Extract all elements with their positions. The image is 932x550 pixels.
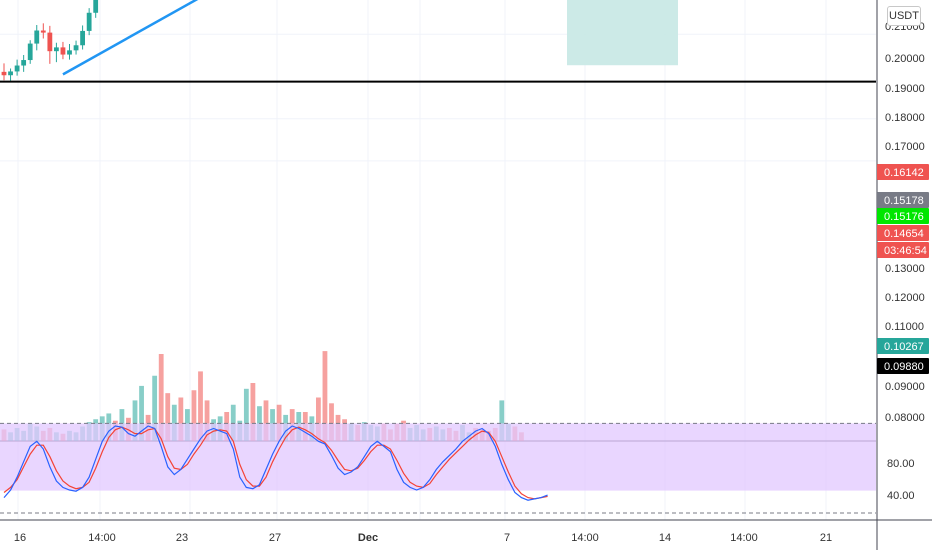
take-profit-zone xyxy=(567,0,678,66)
candle-body xyxy=(60,47,66,55)
prev-close-tag: 0.14654 xyxy=(884,228,924,240)
candle-body xyxy=(73,45,79,51)
currency-badge[interactable]: USDT xyxy=(887,6,921,26)
price-axis-label: 0.11000 xyxy=(885,321,924,333)
candle-body xyxy=(47,32,53,52)
stop-loss-tag-bg xyxy=(877,164,929,180)
price-axis-label: 0.08000 xyxy=(885,412,925,424)
price-axis-label: 0.13000 xyxy=(885,263,925,275)
time-axis-label: 21 xyxy=(820,532,832,544)
price-axis-label: 0.09000 xyxy=(885,381,925,393)
volume-bar xyxy=(139,385,144,441)
support-tag: 0.09880 xyxy=(884,361,924,373)
time-axis-label: 14:00 xyxy=(571,532,599,544)
take-profit-tag-bg xyxy=(877,338,929,354)
time-axis-label: 14:00 xyxy=(730,532,758,544)
candle-body xyxy=(54,47,59,52)
volume-bar xyxy=(329,403,334,441)
volume-bar xyxy=(243,388,249,441)
volume-bar xyxy=(204,400,210,441)
candle-body xyxy=(8,71,13,76)
rsi-band xyxy=(0,423,876,491)
volume-bar xyxy=(191,390,197,441)
volume-bar xyxy=(250,383,256,441)
last-price-tag-bg xyxy=(877,208,929,224)
prev-close-tag-bg xyxy=(877,225,929,241)
entry-tag-bg xyxy=(877,192,929,208)
time-axis-label: 16 xyxy=(14,532,26,544)
time-axis-label: Dec xyxy=(358,532,378,544)
candle-body xyxy=(14,65,20,72)
last-price-tag: 0.15176 xyxy=(884,211,924,223)
price-axis-label: 0.19000 xyxy=(885,83,925,95)
candle-body xyxy=(40,30,46,33)
volume-bar xyxy=(178,397,184,441)
support-tag-bg xyxy=(877,358,929,374)
grid xyxy=(0,0,876,520)
volume-bar xyxy=(263,400,269,441)
candle-body xyxy=(86,12,92,31)
lower-support-line xyxy=(62,0,199,76)
oscillator-axis-label: 40.00 xyxy=(887,490,915,502)
time-axis[interactable]: 16 14:00 23 27 Dec 7 14:00 14 14:00 21 xyxy=(0,519,932,544)
candle-body xyxy=(67,50,72,55)
volume-bar xyxy=(499,400,505,441)
candle-body xyxy=(27,43,33,61)
candles xyxy=(1,0,99,81)
time-axis-label: 7 xyxy=(504,532,510,544)
price-axis[interactable]: 0.210000.200000.190000.180000.170000.130… xyxy=(876,0,932,550)
candle-body xyxy=(34,30,40,44)
volume-bar xyxy=(158,354,164,441)
rsi-pane xyxy=(0,422,876,514)
volume-bar xyxy=(276,404,282,441)
volume-bar xyxy=(171,404,177,441)
position-zones[interactable] xyxy=(0,0,876,66)
candle-body xyxy=(80,30,85,46)
volume-bar xyxy=(316,397,321,441)
time-axis-label: 23 xyxy=(176,532,188,544)
volume-bar xyxy=(165,393,171,441)
trendlines[interactable] xyxy=(62,0,541,76)
price-axis-bg xyxy=(877,0,932,520)
volume-bar xyxy=(198,371,203,441)
volume-bar xyxy=(152,375,158,441)
take-profit-tag: 0.10267 xyxy=(884,341,924,353)
price-axis-label: 0.18000 xyxy=(885,112,925,124)
candle-body xyxy=(21,60,27,66)
volume-bar xyxy=(322,351,328,441)
volume-bar xyxy=(230,404,236,441)
time-axis-label: 27 xyxy=(269,532,281,544)
price-axis-label: 0.20000 xyxy=(885,53,925,65)
countdown-tag: 03:46:54 xyxy=(884,245,927,257)
entry-tag: 0.15178 xyxy=(884,195,924,207)
oscillator-axis-label: 80.00 xyxy=(887,458,915,470)
stoch-k-line xyxy=(3,425,548,501)
time-axis-label: 14:00 xyxy=(88,532,116,544)
price-axis-label: 0.17000 xyxy=(885,141,925,153)
price-tags: 0.16142 0.15178 0.15176 0.14654 03:46:54 0.10… xyxy=(877,164,929,374)
candle-body xyxy=(1,71,7,76)
price-axis-label: 0.12000 xyxy=(885,292,925,304)
countdown-tag-bg xyxy=(877,242,929,258)
candle-body xyxy=(93,0,99,13)
stoch-d-line xyxy=(3,426,548,500)
time-axis-label: 14 xyxy=(659,532,671,544)
stop-loss-tag: 0.16142 xyxy=(884,167,924,179)
volume-bar xyxy=(132,400,138,441)
